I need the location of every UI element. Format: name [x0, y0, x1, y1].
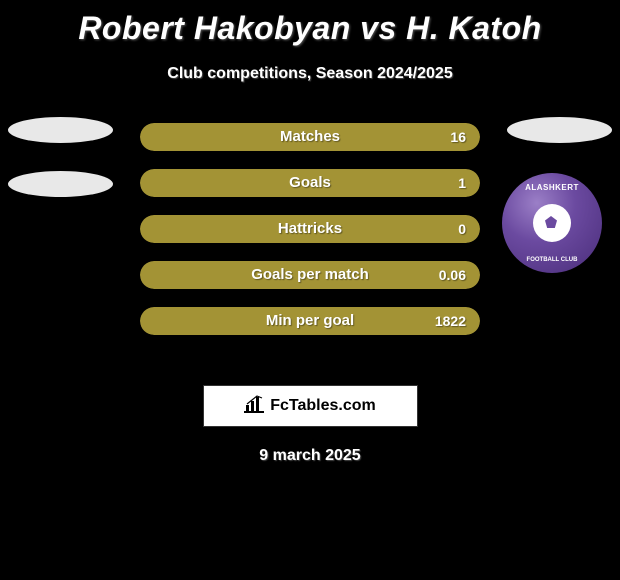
- stat-bars: Matches16 Goals1 Hattricks0 Goals per match…: [140, 123, 480, 353]
- attribution-label: FcTables.com: [270, 397, 376, 415]
- soccer-ball-icon: [533, 204, 571, 242]
- bar-label: Matches: [140, 123, 480, 151]
- ellipse-shape: [8, 171, 113, 197]
- logo-text-bottom: FOOTBALL CLUB: [527, 257, 578, 263]
- date-label: 9 march 2025: [0, 447, 620, 465]
- bar-value: 16: [450, 123, 466, 151]
- bar-label: Goals per match: [140, 261, 480, 289]
- comparison-chart: ALASHKERT FOOTBALL CLUB Matches16 Goals1 H…: [0, 123, 620, 373]
- left-player-placeholder: [8, 117, 113, 225]
- stat-bar: Goals per match0.06: [140, 261, 480, 289]
- bar-label: Hattricks: [140, 215, 480, 243]
- bar-value: 0.06: [439, 261, 466, 289]
- stat-bar: Matches16: [140, 123, 480, 151]
- attribution-box[interactable]: FcTables.com: [203, 385, 418, 427]
- stat-bar: Hattricks0: [140, 215, 480, 243]
- bar-value: 1822: [435, 307, 466, 335]
- stat-bar: Min per goal1822: [140, 307, 480, 335]
- logo-text-top: ALASHKERT: [525, 183, 579, 192]
- chart-icon: [244, 395, 264, 418]
- logo-circle: ALASHKERT FOOTBALL CLUB: [502, 173, 602, 273]
- page-title: Robert Hakobyan vs H. Katoh: [0, 0, 620, 47]
- ellipse-shape: [507, 117, 612, 143]
- stat-bar: Goals1: [140, 169, 480, 197]
- club-logo: ALASHKERT FOOTBALL CLUB: [502, 173, 602, 273]
- bar-label: Min per goal: [140, 307, 480, 335]
- bar-value: 0: [458, 215, 466, 243]
- ellipse-shape: [8, 117, 113, 143]
- subtitle: Club competitions, Season 2024/2025: [0, 65, 620, 83]
- bar-value: 1: [458, 169, 466, 197]
- bar-label: Goals: [140, 169, 480, 197]
- right-player-placeholder: [507, 117, 612, 171]
